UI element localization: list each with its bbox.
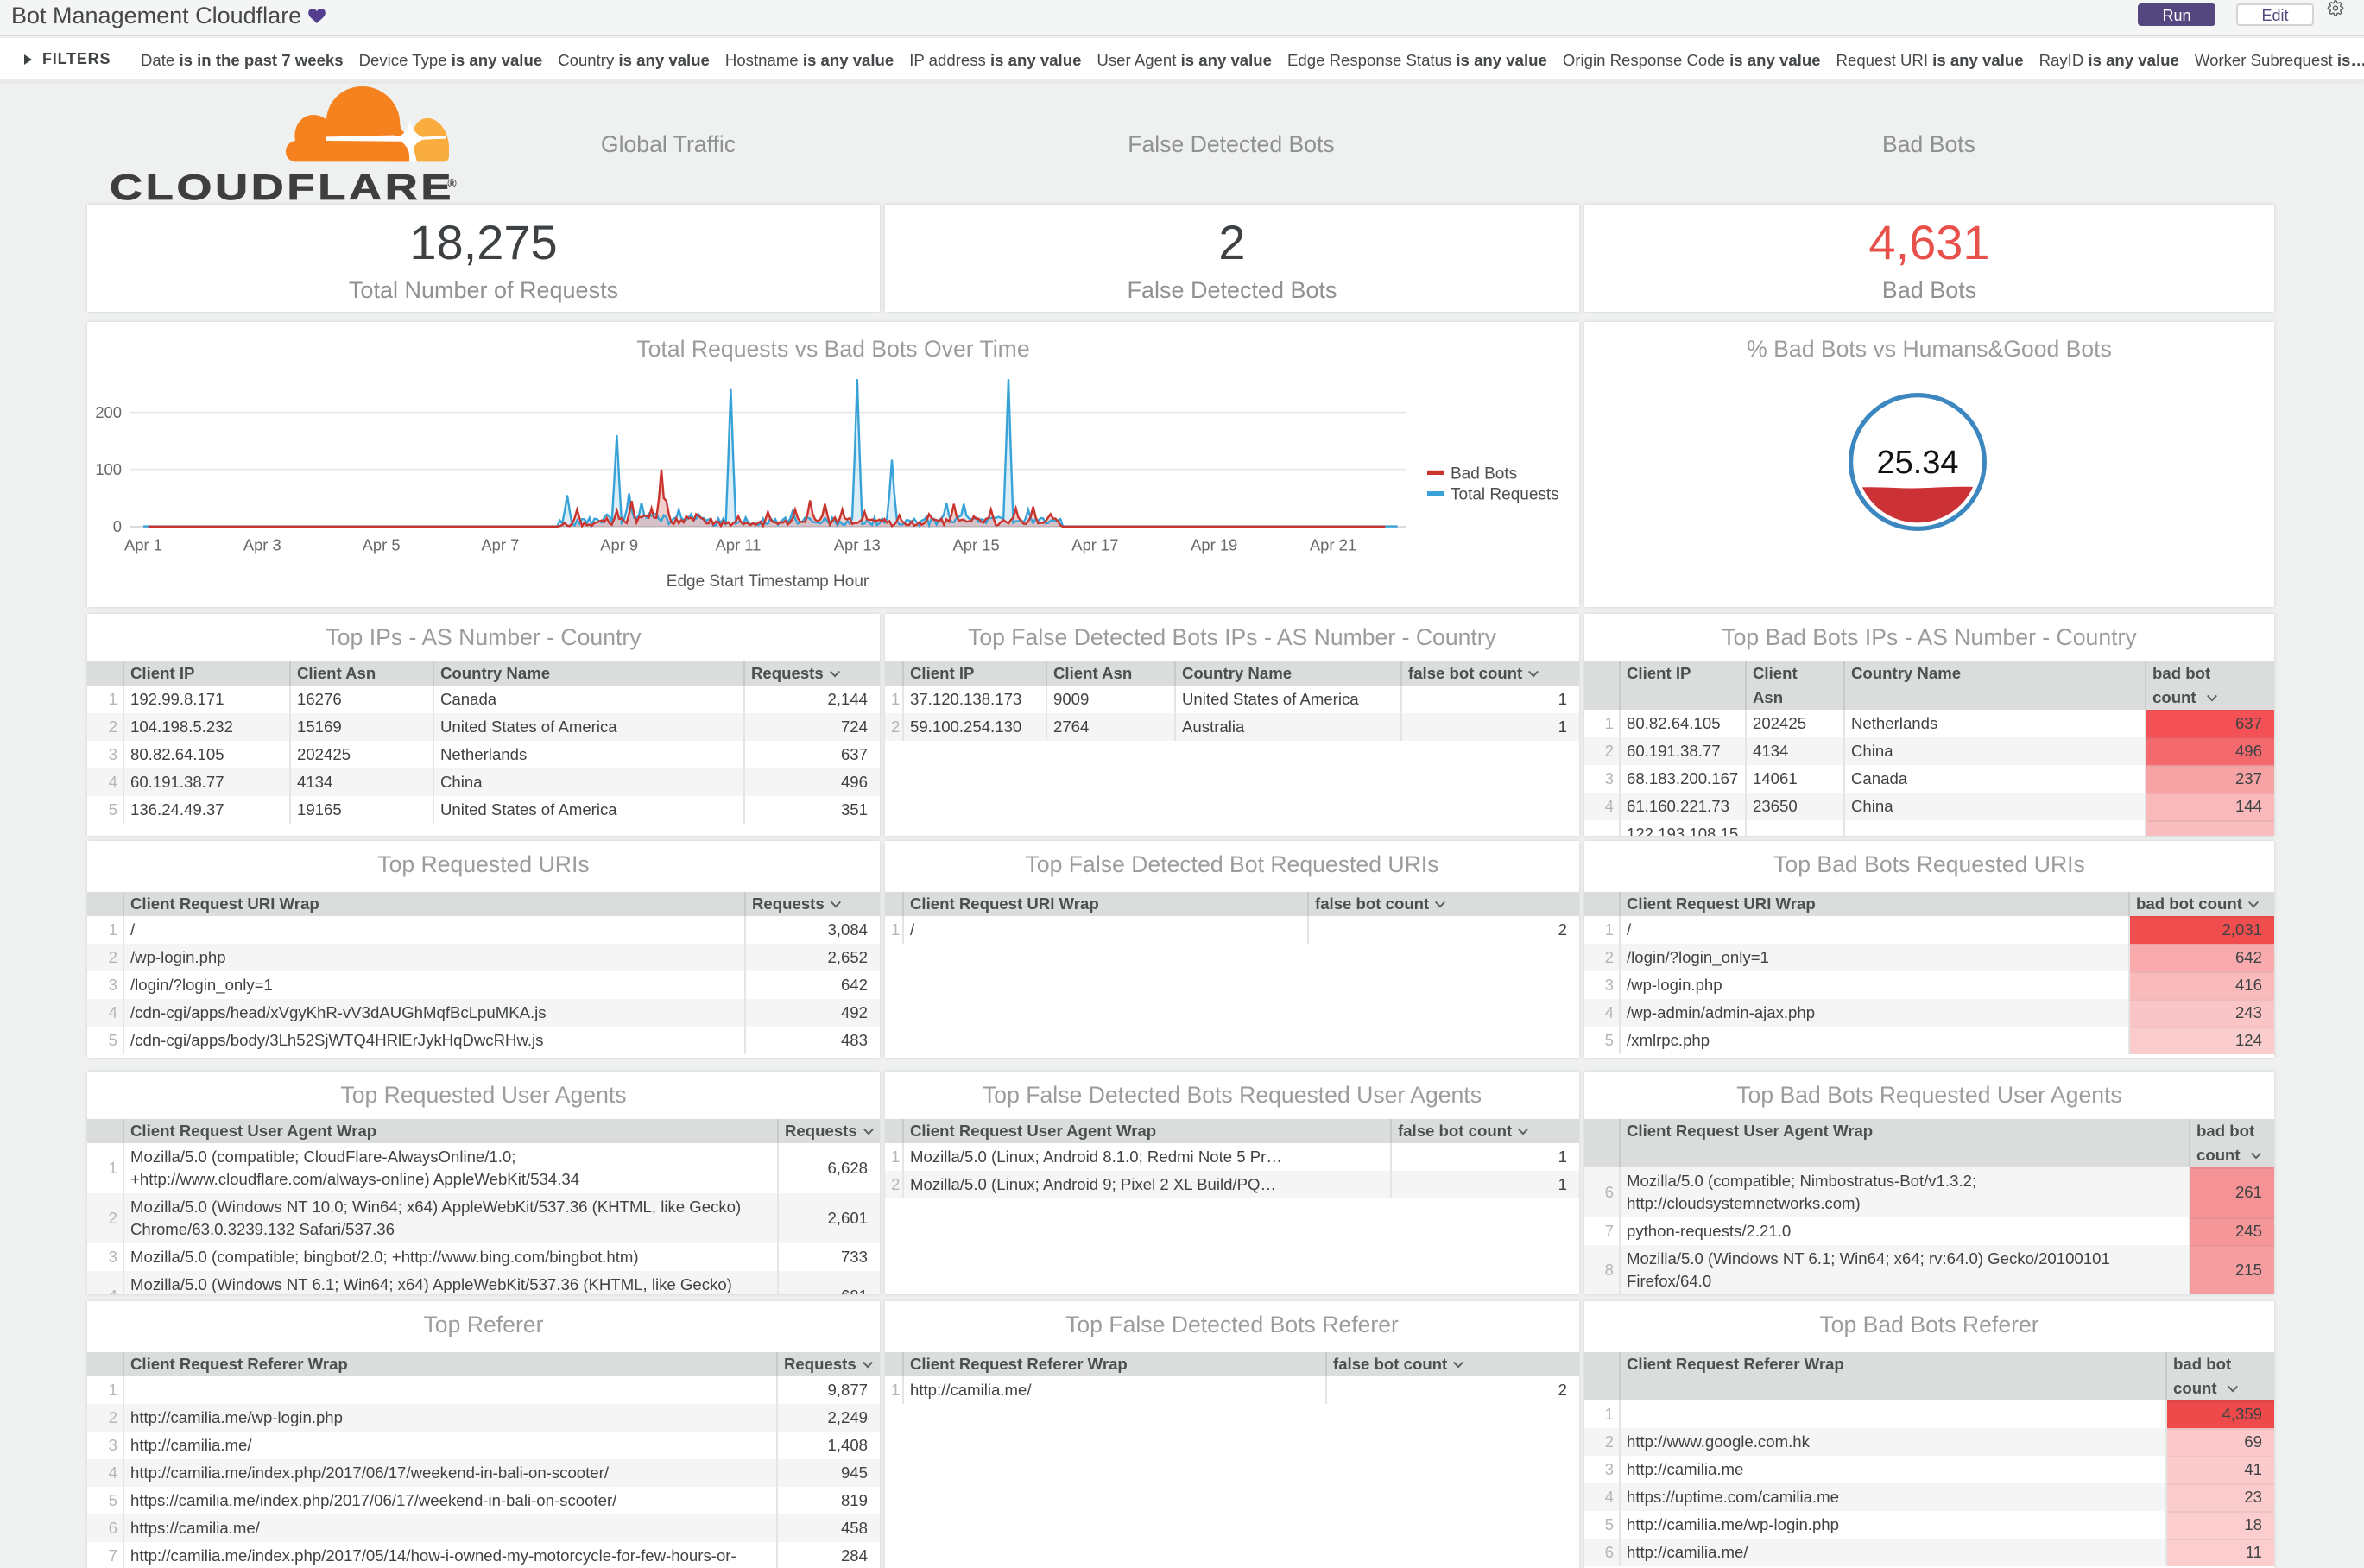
svg-text:Apr 7: Apr 7 xyxy=(481,536,519,554)
svg-text:100: 100 xyxy=(95,460,122,478)
svg-text:Apr 11: Apr 11 xyxy=(716,536,762,554)
svg-text:Apr 9: Apr 9 xyxy=(600,536,638,554)
svg-text:Bad Bots: Bad Bots xyxy=(1451,465,1517,483)
svg-text:25.34: 25.34 xyxy=(1876,445,1958,481)
svg-text:Total Requests: Total Requests xyxy=(1451,486,1559,504)
svg-text:Apr 21: Apr 21 xyxy=(1310,536,1356,554)
svg-text:Apr 5: Apr 5 xyxy=(363,536,401,554)
svg-text:Apr 17: Apr 17 xyxy=(1071,536,1118,554)
svg-text:Apr 13: Apr 13 xyxy=(834,536,881,554)
svg-text:Apr 19: Apr 19 xyxy=(1191,536,1237,554)
svg-text:Edge Start Timestamp Hour: Edge Start Timestamp Hour xyxy=(667,572,869,591)
svg-text:0: 0 xyxy=(113,517,122,535)
svg-text:Apr 3: Apr 3 xyxy=(243,536,281,554)
svg-text:Apr 1: Apr 1 xyxy=(124,536,162,554)
svg-text:200: 200 xyxy=(95,403,122,421)
svg-text:Apr 15: Apr 15 xyxy=(953,536,1000,554)
